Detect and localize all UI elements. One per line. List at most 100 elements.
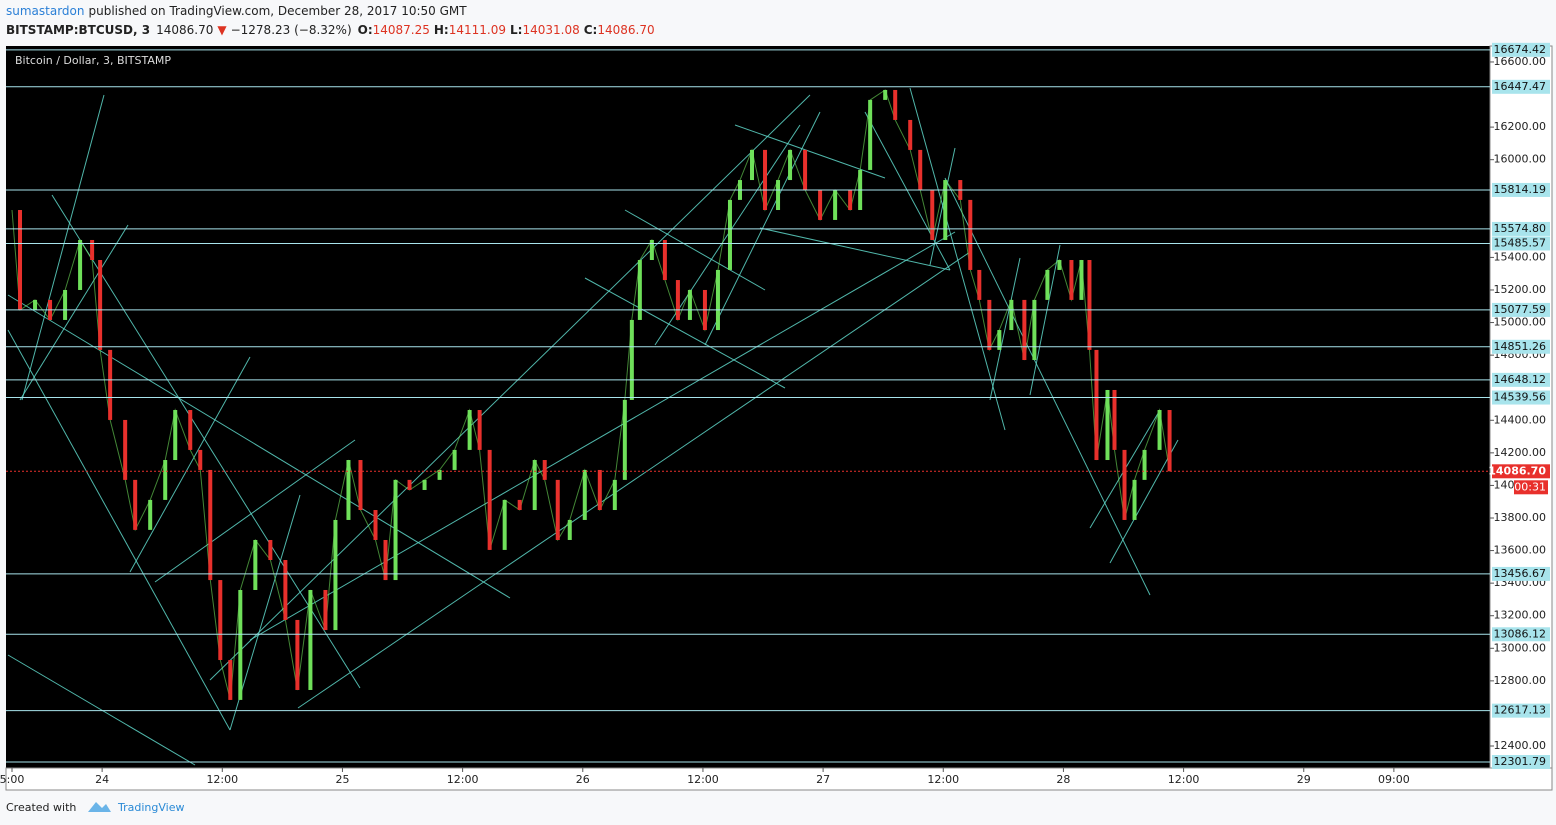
candle <box>422 479 427 490</box>
candle <box>675 280 680 320</box>
open: 14087.25 <box>373 23 430 37</box>
level-label-box <box>1492 302 1550 317</box>
level-label-box <box>1492 627 1550 642</box>
candle <box>98 260 103 350</box>
candle <box>407 479 412 490</box>
candle <box>776 180 781 211</box>
candle <box>253 539 258 590</box>
candle <box>295 619 300 690</box>
candle <box>308 589 313 690</box>
candle <box>133 479 138 530</box>
trend-line <box>7 329 231 731</box>
level-label: 13456.67 <box>1494 567 1547 580</box>
candle <box>977 269 982 300</box>
close-label: C: <box>584 23 598 37</box>
y-tick-label: 12800.00 <box>1494 674 1547 687</box>
candle <box>1069 260 1074 300</box>
arrow: ▼ <box>217 23 227 37</box>
level-label: 15077.59 <box>1494 303 1547 316</box>
candle <box>750 149 755 181</box>
y-tick-label: 15000.00 <box>1494 316 1547 329</box>
candle <box>1094 349 1099 461</box>
level-label: 12617.13 <box>1494 704 1547 717</box>
trend-line <box>1109 439 1179 564</box>
candle <box>567 519 572 540</box>
candle <box>555 479 560 540</box>
price: 14086.70 <box>156 23 213 37</box>
candle <box>208 469 213 581</box>
candle <box>123 419 128 480</box>
level-label: 13086.12 <box>1494 627 1547 640</box>
level-label-box <box>1492 372 1550 387</box>
author[interactable]: sumastardon <box>6 4 85 18</box>
candle <box>818 189 823 220</box>
level-label-box <box>1492 42 1550 57</box>
level-label-box <box>1492 566 1550 581</box>
candle <box>763 149 768 211</box>
candle <box>542 460 547 480</box>
trend-line <box>7 654 196 766</box>
level-label-box <box>1492 182 1550 197</box>
footer-text: Created with <box>6 801 76 814</box>
trend-line <box>989 257 1021 401</box>
high-label: H: <box>434 23 449 37</box>
candle <box>1105 389 1110 461</box>
last-price-box <box>1492 464 1550 479</box>
candle <box>1022 299 1027 361</box>
level-label: 14539.56 <box>1494 391 1547 404</box>
level-label-box <box>1492 755 1550 770</box>
x-tick-label: 12:00 <box>687 773 719 786</box>
candle <box>727 199 732 270</box>
close: 14086.70 <box>597 23 654 37</box>
candle <box>268 539 273 561</box>
candle <box>893 89 898 120</box>
level-label-box <box>1492 703 1550 718</box>
candle <box>228 660 233 700</box>
footer-brand[interactable]: TradingView <box>117 801 184 814</box>
plot-area <box>6 46 1490 768</box>
candle <box>1032 299 1037 361</box>
level-label: 15485.57 <box>1494 236 1547 249</box>
trend-line <box>209 94 811 681</box>
candle <box>943 180 948 240</box>
countdown-box <box>1514 480 1548 495</box>
symbol-line: BITSTAMP:BTCUSD, 3 14086.70 ▼ −1278.23 (−8.… <box>6 23 655 37</box>
level-label: 15814.19 <box>1494 183 1547 196</box>
candle <box>622 399 627 480</box>
y-tick-label: 13800.00 <box>1494 511 1547 524</box>
candle <box>788 149 793 181</box>
trend-line <box>759 227 951 271</box>
candle <box>148 499 153 530</box>
candle <box>517 499 522 511</box>
change: −1278.23 (−8.32%) <box>231 23 352 37</box>
level-label-box <box>1492 221 1550 236</box>
level-label: 14648.12 <box>1494 373 1547 386</box>
candle <box>1045 269 1050 300</box>
chart-layer: 5:00 24 12:00 25 12:00 26 12:00 27 12:00 28 12:00 2… <box>0 42 1550 786</box>
candle <box>383 539 388 581</box>
trend-line <box>624 209 766 291</box>
candle <box>78 239 83 290</box>
candle <box>637 260 642 320</box>
candle <box>283 560 288 620</box>
x-tick-label: 12:00 <box>1168 773 1200 786</box>
candle <box>918 149 923 190</box>
x-tick-label: 12:00 <box>447 773 479 786</box>
candle <box>987 299 992 350</box>
publish-info: published on TradingView.com, December 2… <box>89 4 468 18</box>
level-label-box <box>1492 236 1550 251</box>
candle <box>629 319 634 400</box>
candle <box>1087 260 1092 350</box>
candle <box>1112 389 1117 450</box>
candle <box>90 239 95 261</box>
candle <box>218 580 223 661</box>
level-label: 12301.79 <box>1494 755 1547 768</box>
candle <box>323 589 328 631</box>
y-tick-label: 13000.00 <box>1494 641 1547 654</box>
trend-line <box>129 356 251 573</box>
candle <box>373 510 378 540</box>
candle <box>803 149 808 190</box>
candle <box>346 460 351 520</box>
level-label-box <box>1492 79 1550 94</box>
